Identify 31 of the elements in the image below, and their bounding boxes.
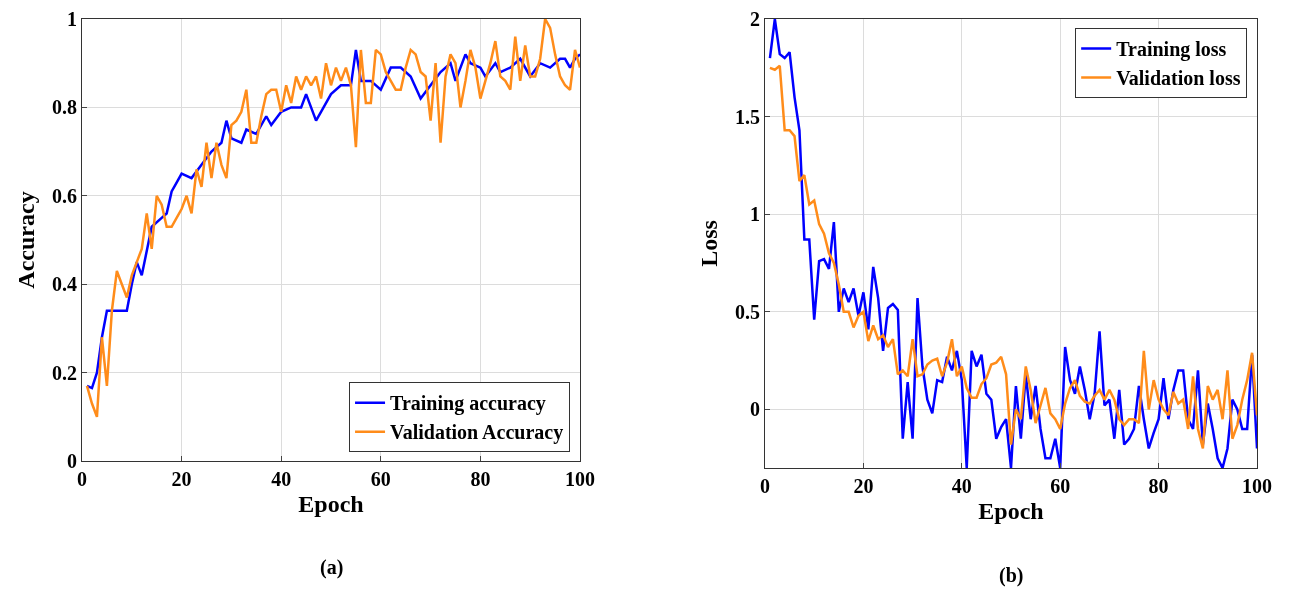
legend-label: Training loss (1116, 38, 1227, 62)
y-tick-label: 1.5 (735, 105, 760, 128)
legend-label: Validation Accuracy (390, 421, 564, 445)
y-tick-label: 1 (67, 8, 77, 30)
y-axis-title: Accuracy (13, 191, 40, 289)
x-tick-label: 80 (1148, 475, 1169, 497)
y-tick-label: 1 (750, 203, 760, 226)
y-axis-title: Loss (696, 220, 723, 267)
x-axis-title: Epoch (298, 491, 364, 518)
x-tick-label: 60 (1050, 475, 1071, 497)
y-tick-label: 2 (750, 8, 760, 30)
text: (a) (320, 556, 344, 579)
y-tick-label: 0.5 (735, 300, 760, 323)
y-tick-label: 0 (67, 450, 77, 472)
x-tick-label: 80 (470, 468, 491, 490)
legend-label: Validation loss (1116, 67, 1241, 90)
x-tick-label: 40 (271, 468, 292, 490)
x-tick-label: 40 (951, 475, 972, 497)
y-tick-label: 0.6 (52, 184, 77, 207)
text: (b) (999, 564, 1024, 587)
x-tick-label: 100 (565, 468, 595, 490)
legend-label: Training accuracy (390, 392, 546, 416)
x-tick-label: 60 (370, 468, 391, 490)
y-tick-label: 0.8 (52, 96, 77, 119)
y-tick-label: 0.2 (52, 361, 77, 384)
y-tick-label: 0.4 (52, 273, 77, 296)
y-tick-label: 0 (750, 398, 760, 421)
x-axis-title: Epoch (978, 498, 1044, 525)
x-tick-label: 100 (1242, 475, 1272, 497)
x-tick-label: 20 (171, 468, 192, 490)
x-tick-label: 20 (853, 475, 874, 497)
